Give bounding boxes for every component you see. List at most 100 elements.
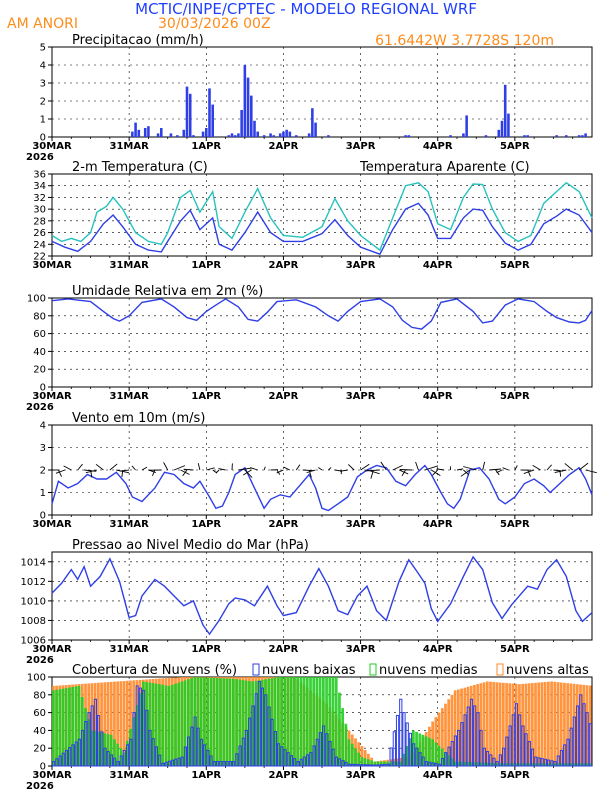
clouds-bar-low — [450, 741, 454, 767]
clouds-bar-high — [129, 680, 132, 766]
clouds-legend: nuvens baixas nuvens medias nuvens altas — [252, 663, 589, 678]
precip-bar — [577, 135, 581, 137]
panel-clouds: 0 20 40 60 80 100 30MAR 31MAR 1APR 2APR 3APR 4APR 5A… — [26, 663, 593, 792]
wind-arrow — [399, 469, 413, 471]
precip-xtick-label: 1APR — [191, 141, 221, 152]
clouds-bar-low — [395, 714, 400, 767]
clouds-bar-low — [421, 756, 425, 767]
clouds-bar-mid — [293, 677, 296, 766]
wind-arrow — [514, 465, 518, 471]
temp-xtick-label: 31MAR — [109, 260, 149, 271]
precip-bar — [227, 135, 231, 137]
clouds-bar-mid — [109, 734, 113, 766]
clouds-bar-low — [473, 705, 477, 767]
clouds-bar-mid — [367, 759, 370, 766]
clouds-bar-high — [492, 681, 496, 766]
clouds-bar-mid — [537, 763, 541, 766]
wind-arrow — [578, 462, 589, 471]
clouds-bar-high — [460, 688, 463, 766]
clouds-bar-low — [540, 758, 544, 767]
clouds-bar-low — [347, 763, 351, 767]
precip-bar — [272, 135, 276, 137]
clouds-xtick-label: 30MAR — [32, 770, 72, 781]
clouds-bar-low — [151, 738, 155, 767]
clouds-bar-mid — [212, 677, 216, 766]
clouds-bar-low — [556, 755, 560, 767]
clouds-legend-label: nuvens altas — [506, 663, 589, 678]
clouds-bar-high — [482, 682, 486, 766]
wind-arrow — [55, 469, 66, 474]
clouds-bar-low — [154, 746, 159, 767]
wind-arrow — [250, 467, 258, 471]
header-location: AM ANORI — [7, 16, 78, 32]
clouds-bar-high — [444, 703, 447, 766]
clouds-bar-mid — [196, 677, 200, 766]
clouds-bar-low — [251, 705, 255, 767]
wind-title: Vento em 10m (m/s) — [72, 411, 205, 426]
clouds-bar-low — [373, 764, 377, 767]
wind-arrow — [496, 469, 503, 474]
clouds-bar-low — [485, 751, 490, 767]
clouds-bar-mid — [457, 761, 460, 766]
panel-precip: 0 1 2 3 4 5 30MAR 31MAR 1APR 2APR 3APR 4APR 5APR 2026… — [26, 33, 593, 163]
wind-xtick-label: 3APR — [346, 519, 376, 530]
precip-bar — [250, 95, 253, 137]
clouds-bar-mid — [373, 761, 377, 766]
clouds-bar-low — [511, 714, 515, 767]
clouds-bar-mid — [215, 678, 219, 766]
clouds-bar-mid — [302, 677, 306, 766]
clouds-legend-label: nuvens baixas — [262, 663, 356, 678]
clouds-bar-mid — [479, 762, 483, 766]
clouds-bar-high — [553, 681, 557, 766]
wind-xtick-label: 2APR — [269, 519, 299, 530]
pressure-ytick-label: 1008 — [21, 616, 46, 627]
clouds-bar-high — [440, 708, 444, 766]
clouds-bar-low — [322, 725, 326, 767]
wind-arrow — [401, 469, 406, 477]
humidity-title: Umidade Relativa em 2m (%) — [72, 284, 263, 299]
wind-arrow — [370, 469, 374, 479]
clouds-bar-low — [289, 755, 294, 767]
clouds-bar-mid — [344, 723, 348, 766]
precip-bar — [404, 135, 407, 137]
clouds-bar-mid — [267, 678, 271, 766]
clouds-bar-low — [575, 705, 580, 767]
clouds-bar-mid — [453, 761, 457, 766]
clouds-bar-low — [61, 752, 65, 767]
clouds-bar-mid — [273, 677, 277, 766]
humidity-ytick-label: 60 — [33, 329, 46, 340]
clouds-bar-mid — [485, 762, 489, 766]
clouds-bar-low — [357, 764, 361, 767]
wind-arrow — [131, 465, 136, 471]
panel-wind: 0 1 2 3 4 30MAR 31MAR 1APR 2APR 3APR 4APR 5APR Vento… — [32, 411, 597, 530]
clouds-bar-mid — [489, 762, 492, 766]
temp-xtick-label: 2APR — [269, 260, 299, 271]
clouds-bar-mid — [151, 683, 155, 766]
precip-xtick-label: 5APR — [500, 141, 530, 152]
clouds-bar-high — [495, 682, 499, 766]
clouds-xyear: 2026 — [26, 781, 54, 792]
precip-bar — [188, 93, 192, 137]
clouds-bar-low — [466, 706, 470, 767]
temp-xtick-label: 30MAR — [32, 260, 72, 271]
clouds-bar-low — [241, 737, 245, 767]
clouds-bar-mid — [145, 682, 148, 766]
wind-arrow — [182, 469, 188, 477]
clouds-bar-mid — [395, 761, 399, 766]
precip-bar — [240, 110, 243, 137]
clouds-bar-high — [466, 686, 470, 766]
clouds-bar-low — [132, 712, 136, 767]
wind-arrow — [85, 469, 98, 474]
precip-bar — [523, 135, 526, 137]
precip-bar — [307, 133, 311, 137]
clouds-bar-high — [447, 699, 451, 766]
clouds-bar-mid — [235, 679, 238, 766]
humidity-xtick-label: 2APR — [269, 391, 299, 402]
clouds-bar-mid — [524, 763, 528, 766]
clouds-bar-mid — [585, 763, 589, 766]
clouds-bar-low — [93, 698, 98, 767]
wind-arrow — [173, 465, 186, 471]
clouds-bar-mid — [61, 688, 65, 766]
clouds-bar-mid — [154, 683, 158, 766]
clouds-bar-low — [206, 749, 210, 767]
